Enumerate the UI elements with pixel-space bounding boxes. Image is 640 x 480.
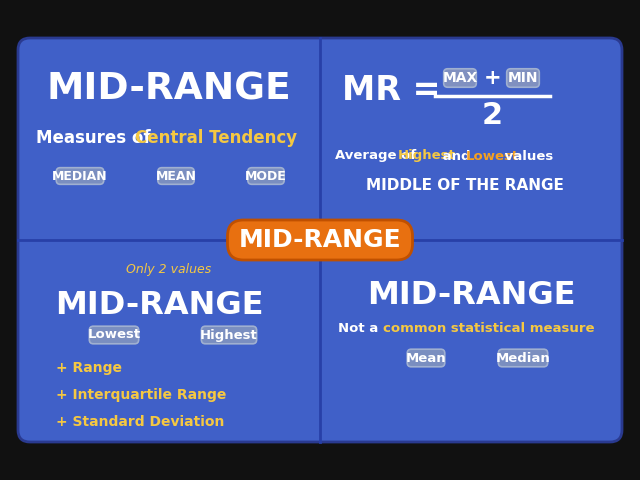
Text: Lowest: Lowest <box>466 149 519 163</box>
Text: Average of: Average of <box>335 149 421 163</box>
FancyBboxPatch shape <box>202 326 257 344</box>
Text: MID-RANGE: MID-RANGE <box>239 228 401 252</box>
FancyBboxPatch shape <box>507 69 540 87</box>
Text: common statistical measure: common statistical measure <box>383 322 595 335</box>
Text: Central Tendency: Central Tendency <box>135 129 297 147</box>
Text: MID-RANGE: MID-RANGE <box>47 72 291 108</box>
Text: MEAN: MEAN <box>156 169 196 182</box>
FancyBboxPatch shape <box>248 168 284 184</box>
Text: Only 2 values: Only 2 values <box>126 264 212 276</box>
FancyBboxPatch shape <box>56 168 104 184</box>
Text: and: and <box>438 149 475 163</box>
Text: values: values <box>500 149 554 163</box>
Text: Highest: Highest <box>200 328 258 341</box>
Text: Mean: Mean <box>406 351 446 364</box>
FancyBboxPatch shape <box>227 220 413 260</box>
Text: Highest: Highest <box>397 149 456 163</box>
Text: MAX: MAX <box>442 71 477 85</box>
FancyBboxPatch shape <box>90 326 139 344</box>
Text: Measures of: Measures of <box>36 129 156 147</box>
FancyBboxPatch shape <box>158 168 194 184</box>
FancyBboxPatch shape <box>407 349 445 367</box>
Text: MODE: MODE <box>245 169 287 182</box>
Text: + Interquartile Range: + Interquartile Range <box>56 388 227 402</box>
Text: Not a: Not a <box>338 322 383 335</box>
Text: MEDIAN: MEDIAN <box>52 169 108 182</box>
Text: MR =: MR = <box>342 73 440 107</box>
Text: MIN: MIN <box>508 71 538 85</box>
FancyBboxPatch shape <box>499 349 548 367</box>
Text: Median: Median <box>495 351 550 364</box>
Text: MID-RANGE: MID-RANGE <box>367 279 575 311</box>
Text: + Standard Deviation: + Standard Deviation <box>56 415 225 429</box>
FancyBboxPatch shape <box>18 38 622 442</box>
Text: MIDDLE OF THE RANGE: MIDDLE OF THE RANGE <box>366 179 564 193</box>
Text: MID-RANGE: MID-RANGE <box>55 289 263 321</box>
FancyBboxPatch shape <box>444 69 476 87</box>
Text: +: + <box>484 68 502 88</box>
Text: 2: 2 <box>481 101 502 131</box>
Text: + Range: + Range <box>56 361 122 375</box>
Text: Lowest: Lowest <box>88 328 141 341</box>
